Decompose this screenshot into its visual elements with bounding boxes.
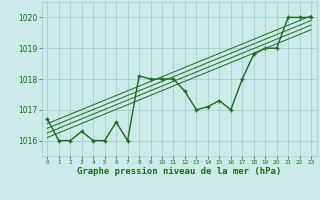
- X-axis label: Graphe pression niveau de la mer (hPa): Graphe pression niveau de la mer (hPa): [77, 167, 281, 176]
